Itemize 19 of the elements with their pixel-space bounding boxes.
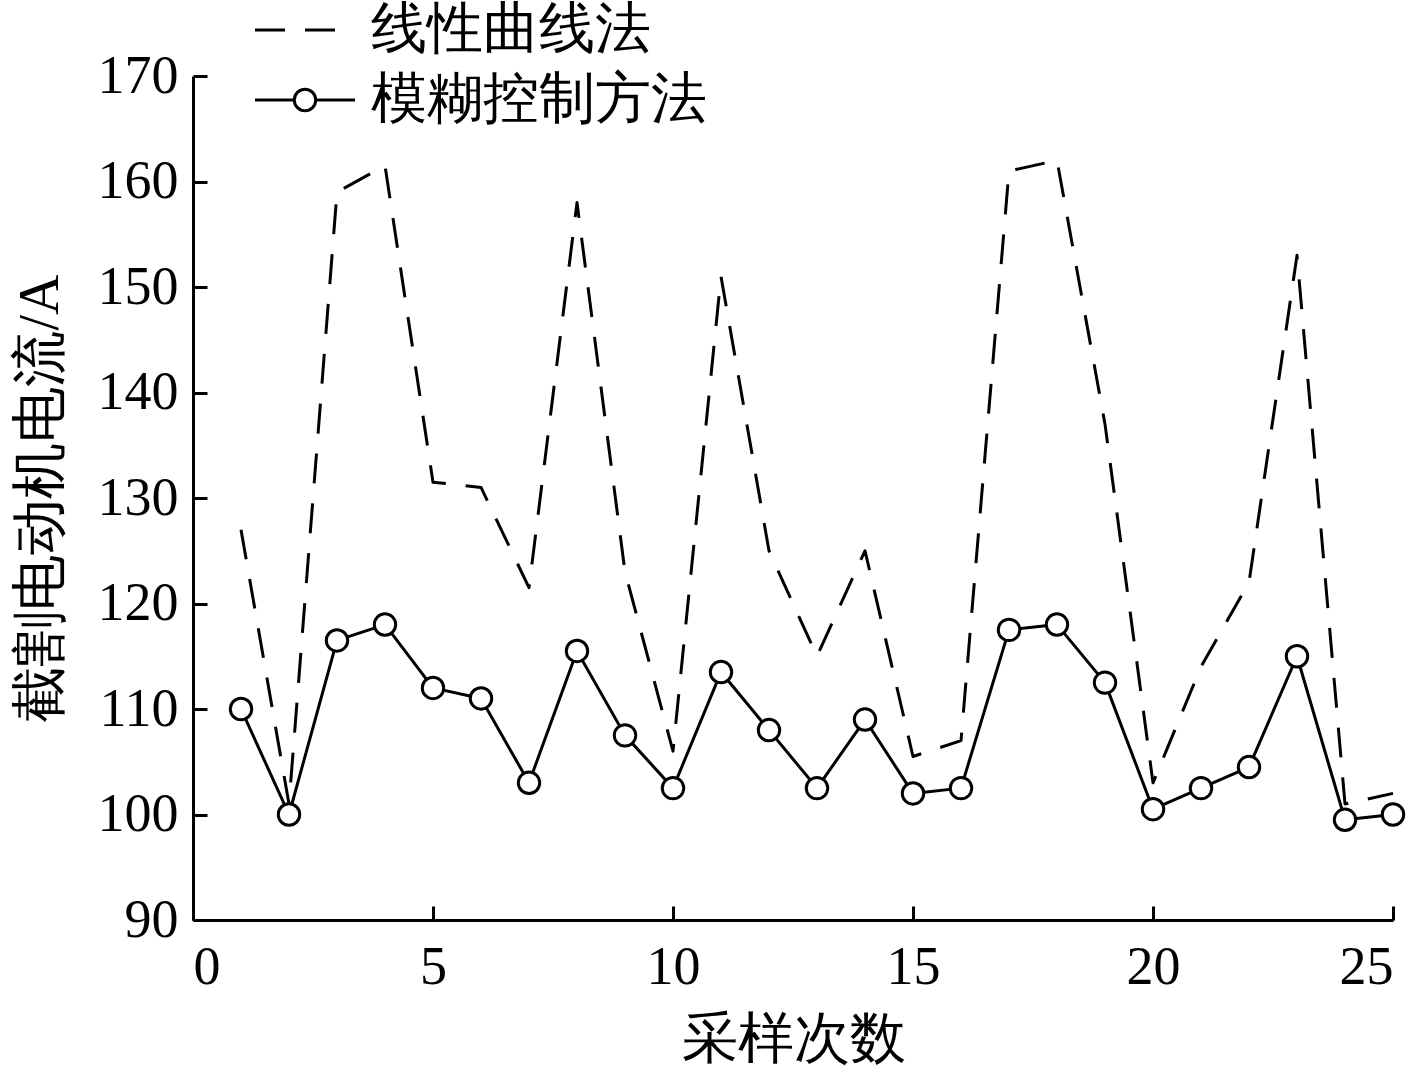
x-axis-title: 采样次数: [681, 1006, 906, 1069]
y-tick-label: 110: [99, 677, 179, 738]
y-tick-label: 150: [97, 255, 179, 316]
x-tick-label: 25: [1339, 935, 1394, 996]
y-tick-label: 160: [97, 150, 179, 210]
y-tick-label: 120: [97, 572, 179, 632]
y-axis-title: 截割电动机电流/A: [7, 273, 70, 723]
x-tick-label: 20: [1126, 935, 1181, 996]
x-tick-label: 0: [193, 935, 221, 996]
x-tick-label: 10: [646, 935, 701, 996]
legend-label: 线性曲线法: [371, 0, 651, 59]
x-tick-label: 5: [420, 935, 447, 996]
legend-label: 模糊控制方法: [371, 67, 707, 129]
y-tick-label: 140: [97, 361, 179, 421]
x-tick-label: 15: [886, 935, 941, 996]
y-tick-label: 170: [97, 44, 179, 105]
y-tick-label: 130: [97, 466, 179, 527]
y-tick-label: 100: [97, 783, 179, 843]
y-tick-label: 90: [124, 888, 179, 949]
